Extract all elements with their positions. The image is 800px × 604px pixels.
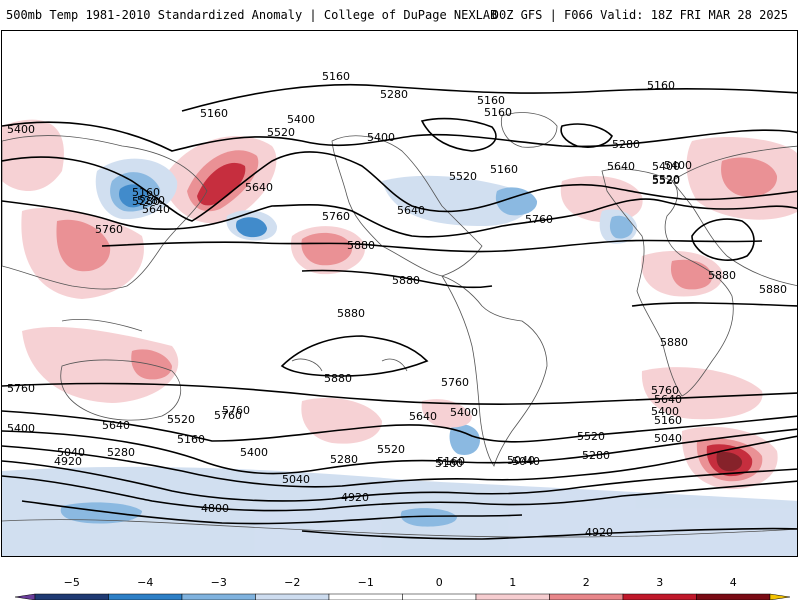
contour-labels: 5160 5160 5280 5160 5160 5160 5400 5400 … [7, 70, 787, 539]
contour-label: 5400 [367, 131, 395, 144]
contour-label: 5520 [449, 170, 477, 183]
contour-label: 5040 [282, 473, 310, 486]
height-contours [2, 83, 797, 540]
contour-label: 5280 [137, 194, 165, 207]
contour-label: 5880 [660, 336, 688, 349]
contour-label: 5400 [240, 446, 268, 459]
contour-label: 5400 [652, 160, 680, 173]
contour-label: 5880 [324, 372, 352, 385]
colorbar-segment [622, 593, 697, 601]
contour-label: 5520 [377, 443, 405, 456]
map-panel[interactable]: 5160 5160 5280 5160 5160 5160 5400 5400 … [1, 30, 798, 557]
contour-label: 5400 [7, 123, 35, 136]
contour-label: 5280 [132, 195, 160, 208]
colorbar-svg: −5−4−3−2−1012345 [14, 576, 791, 601]
contour-label: 5760 [441, 376, 469, 389]
colorbar-tick-label: −2 [284, 576, 300, 589]
colorbar-segment [34, 593, 109, 601]
colorbar-tick-label: −5 [64, 576, 80, 589]
contour-label: 5520 [577, 430, 605, 443]
contour-label: 5640 [102, 419, 130, 432]
contour-label: 5160 [477, 94, 505, 107]
contour-label: 5040 [654, 432, 682, 445]
contour-label: 5880 [759, 283, 787, 296]
contour-label: 5280 [330, 453, 358, 466]
contour-label: 5760 [525, 213, 553, 226]
map-header: 500mb Temp 1981-2010 Standardized Anomal… [0, 0, 800, 30]
contour-label: 5520 [652, 173, 680, 186]
contour-label: 4920 [54, 455, 82, 468]
contour-label: 5160 [647, 79, 675, 92]
model-run-info: 00Z GFS | F066 Valid: 18Z FRI MAR 28 202… [491, 8, 788, 22]
contour-label: 5160 [654, 414, 682, 427]
map-title: 500mb Temp 1981-2010 Standardized Anomal… [6, 8, 498, 22]
colorbar-tick-label: −3 [211, 576, 227, 589]
contour-label: 5400 [450, 406, 478, 419]
contour-label: 5520 [267, 126, 295, 139]
contour-label: 5400 [664, 159, 692, 172]
contour-label: 5640 [142, 203, 170, 216]
contour-label: 5640 [607, 160, 635, 173]
contour-label: 5520 [652, 174, 680, 187]
colorbar-tick-label: 2 [583, 576, 590, 589]
contour-label: 5400 [651, 405, 679, 418]
anomaly-map[interactable]: 5160 5160 5280 5160 5160 5160 5400 5400 … [2, 31, 798, 557]
contour-label: 4920 [585, 526, 613, 539]
colorbar-segment [696, 593, 771, 601]
contour-label: 5640 [245, 181, 273, 194]
colorbar-segment [328, 593, 403, 601]
colorbar-segment [108, 593, 183, 601]
contour-label: 5160 [322, 70, 350, 83]
colorbar-segment [181, 593, 256, 601]
colorbar-tick-label: 3 [656, 576, 663, 589]
colorbar-segment [769, 593, 791, 601]
contour-label: 5760 [7, 382, 35, 395]
contour-label: 5040 [57, 446, 85, 459]
colorbar-tick-label: −4 [137, 576, 153, 589]
contour-label: 5280 [380, 88, 408, 101]
colorbar-segment [549, 593, 624, 601]
colorbar-segment [14, 593, 36, 601]
contour-label: 5880 [347, 239, 375, 252]
contour-label: 5640 [654, 393, 682, 406]
contour-label: 5880 [708, 269, 736, 282]
contour-label: 5880 [392, 274, 420, 287]
contour-label: 5880 [337, 307, 365, 320]
contour-label: 4920 [341, 491, 369, 504]
contour-label: 5640 [409, 410, 437, 423]
contour-label: 5760 [651, 384, 679, 397]
contour-label: 5040 [512, 455, 540, 468]
colorbar-segment [402, 593, 477, 601]
contour-label: 5280 [612, 138, 640, 151]
colorbar-segment [255, 593, 330, 601]
contour-label: 5640 [397, 204, 425, 217]
contour-label: 5160 [490, 163, 518, 176]
contour-label: 5160 [435, 457, 463, 470]
contour-label: 5760 [222, 404, 250, 417]
contour-label: 5040 [507, 454, 535, 467]
contour-label: 4800 [201, 502, 229, 515]
contour-label: 5520 [167, 413, 195, 426]
contour-label: 5160 [437, 455, 465, 468]
colorbar-segment [475, 593, 550, 601]
contour-label: 5760 [214, 409, 242, 422]
colorbar-tick-label: −1 [358, 576, 374, 589]
contour-label: 5280 [107, 446, 135, 459]
colorbar-tick-label: 0 [436, 576, 443, 589]
contour-label: 5400 [287, 113, 315, 126]
colorbar-tick-label: 1 [509, 576, 516, 589]
contour-label: 5160 [200, 107, 228, 120]
contour-label: 5760 [95, 223, 123, 236]
contour-label: 5760 [322, 210, 350, 223]
contour-label: 5160 [132, 186, 160, 199]
contour-label: 5400 [7, 422, 35, 435]
contour-label: 5280 [582, 449, 610, 462]
anomaly-shading [2, 119, 797, 556]
colorbar: −5−4−3−2−1012345 [0, 570, 800, 601]
colorbar-tick-label: 4 [730, 576, 737, 589]
contour-label: 5160 [484, 106, 512, 119]
contour-label: 5160 [177, 433, 205, 446]
